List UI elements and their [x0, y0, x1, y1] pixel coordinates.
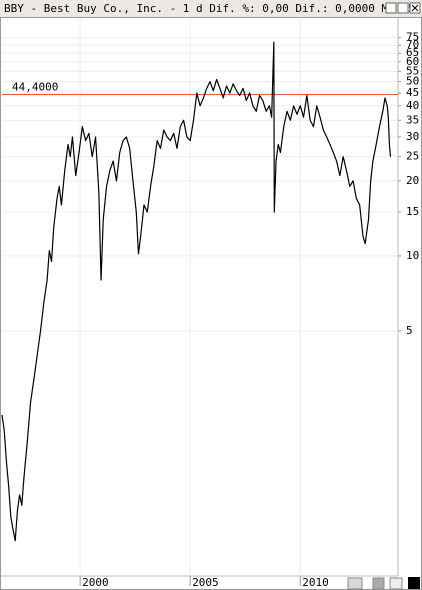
- x-tick-label: 2010: [302, 576, 329, 589]
- window-buttons[interactable]: [385, 2, 421, 14]
- y-tick-label: 65: [406, 46, 419, 59]
- toolbar: [347, 577, 420, 590]
- minimize-button[interactable]: [385, 2, 397, 14]
- y-tick-label: 50: [406, 75, 419, 88]
- close-icon: [411, 4, 419, 12]
- save-button[interactable]: [372, 577, 385, 590]
- y-tick-label: 35: [406, 113, 419, 126]
- y-tick-label: 60: [406, 55, 419, 68]
- y-tick-label: 15: [406, 205, 419, 218]
- y-tick-label: 55: [406, 64, 419, 77]
- reference-label: 44,4000: [12, 81, 58, 94]
- color-button[interactable]: [408, 577, 420, 589]
- frame: [0, 17, 422, 590]
- y-tick-label: 5: [406, 324, 413, 337]
- tool-button[interactable]: [347, 577, 363, 590]
- y-tick-label: 25: [406, 150, 419, 163]
- y-tick-label: 45: [406, 86, 419, 99]
- x-tick-label: 2000: [82, 576, 109, 589]
- maximize-button[interactable]: [397, 2, 409, 14]
- pin-button[interactable]: [389, 577, 403, 590]
- y-tick-label: 30: [406, 130, 419, 143]
- title-bar: [0, 0, 422, 17]
- y-tick-label: 40: [406, 99, 419, 112]
- x-tick-label: 2005: [192, 576, 219, 589]
- y-tick-label: 10: [406, 249, 419, 262]
- y-tick-label: 20: [406, 174, 419, 187]
- y-tick-label: 70: [406, 38, 419, 51]
- y-tick-label: 75: [406, 31, 419, 44]
- chart-title: BBY - Best Buy Co., Inc. - 1 d Dif. %: 0…: [4, 2, 415, 15]
- price-line: [1, 41, 392, 542]
